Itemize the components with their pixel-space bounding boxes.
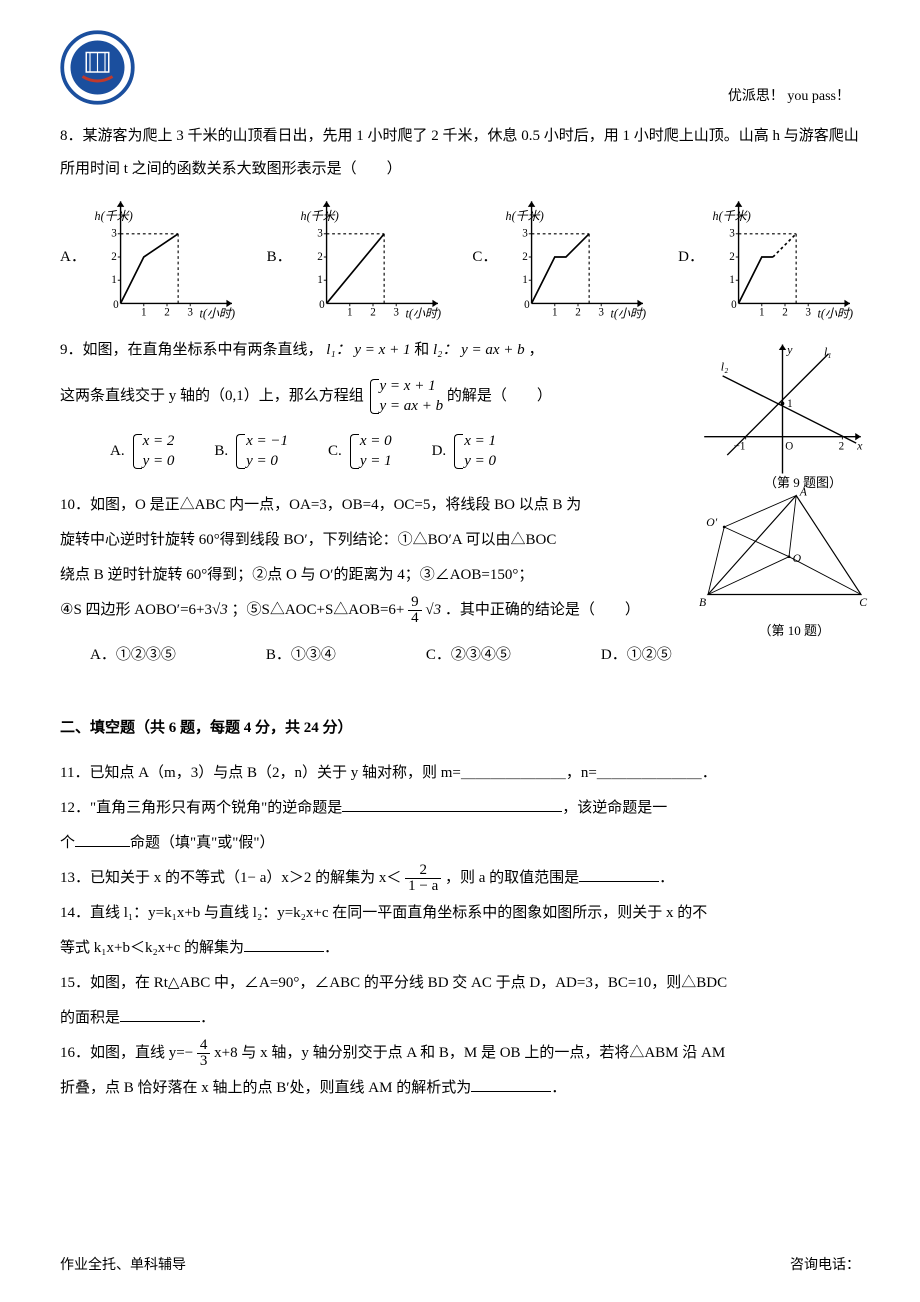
question-15b: 的面积是．	[60, 1002, 860, 1035]
svg-text:2: 2	[111, 251, 117, 263]
question-11: 11．已知点 A（m，3）与点 B（2，n）关于 y 轴对称，则 m=＿＿＿＿＿…	[60, 757, 860, 790]
q8-chart-b: h(千米) t(小时) 0 1 2 3 1 2 3	[298, 192, 448, 322]
svg-text:3: 3	[111, 228, 117, 240]
svg-text:3: 3	[729, 228, 735, 240]
svg-text:l₁: l₁	[824, 345, 832, 359]
question-10: A B C O O′ （第 10 题） 10．如图，O 是正△ABC 内一点，O…	[60, 489, 860, 672]
footer-left: 作业全托、单科辅导	[60, 1254, 186, 1274]
svg-text:2: 2	[729, 251, 735, 263]
svg-text:0: 0	[525, 299, 531, 311]
svg-text:B: B	[699, 596, 706, 609]
svg-text:3: 3	[599, 307, 605, 319]
svg-text:O′: O′	[706, 516, 717, 529]
svg-text:O: O	[785, 441, 793, 453]
svg-text:t(小时): t(小时)	[405, 306, 441, 320]
q8-text: 8．某游客为爬上 3 千米的山顶看日出，先用 1 小时爬了 2 千米，休息 0.…	[60, 120, 860, 186]
svg-text:1: 1	[111, 274, 117, 286]
svg-text:1: 1	[347, 307, 353, 319]
svg-text:A: A	[799, 486, 808, 499]
q10-opt-b: B．①③④	[266, 639, 336, 672]
opt-letter: A．	[60, 241, 86, 274]
svg-text:2: 2	[164, 307, 170, 319]
svg-text:3: 3	[187, 307, 193, 319]
question-9: y x O −1 2 1 l₁ l₂ （第 9 题图） 9．如图，在直角坐标系中…	[60, 334, 860, 471]
question-16a: 16．如图，直线 y=− 43 x+8 与 x 轴，y 轴分别交于点 A 和 B…	[60, 1037, 860, 1070]
svg-text:h(千米): h(千米)	[713, 209, 751, 223]
svg-text:2: 2	[370, 307, 376, 319]
question-14b: 等式 k₁x+b＜k₂x+c 的解集为．	[60, 932, 860, 965]
page-footer: 作业全托、单科辅导 咨询电话：	[60, 1254, 860, 1274]
svg-text:O: O	[793, 552, 802, 565]
q9-chart: y x O −1 2 1 l₁ l₂	[695, 334, 870, 484]
q8-option-c: C． h(千米) t(小时) 0 1 2 3 1 2 3	[472, 192, 653, 322]
q9-opt-c: C. x = 0y = 1	[328, 432, 392, 471]
svg-text:x: x	[856, 439, 863, 453]
question-15a: 15．如图，在 Rt△ABC 中，∠A=90°，∠ABC 的平分线 BD 交 A…	[60, 967, 860, 1000]
svg-text:1: 1	[141, 307, 147, 319]
svg-text:y: y	[786, 343, 793, 357]
svg-text:1: 1	[759, 307, 765, 319]
svg-text:3: 3	[805, 307, 811, 319]
part2-title: 二、填空题（共 6 题，每题 4 分，共 24 分）	[60, 712, 860, 745]
brand-text: 优派思！ you pass！	[728, 85, 850, 105]
opt-letter: C．	[472, 241, 497, 274]
svg-text:1: 1	[317, 274, 323, 286]
question-14a: 14．直线 l₁：y=k₁x+b 与直线 l₂：y=k₂x+c 在同一平面直角坐…	[60, 897, 860, 930]
q8-option-d: D． h(千米) t(小时) 0 1 2 3 1 2 3	[678, 192, 860, 322]
svg-text:0: 0	[319, 299, 325, 311]
q9-opt-b: B. x = −1y = 0	[214, 432, 288, 471]
svg-text:3: 3	[317, 228, 323, 240]
svg-text:0: 0	[113, 299, 119, 311]
q8-chart-d: h(千米) t(小时) 0 1 2 3 1 2 3	[710, 192, 860, 322]
q8-chart-c: h(千米) t(小时) 0 1 2 3 1 2 3	[503, 192, 653, 322]
svg-text:1: 1	[729, 274, 735, 286]
question-12b: 个命题（填"真"或"假"）	[60, 827, 860, 860]
q8-chart-a: h(千米) t(小时) 0 1 2 3 1 2 3	[92, 192, 242, 322]
svg-text:3: 3	[523, 228, 529, 240]
q8-option-a: A． h(千米) t(小时) 0 1 2 3 1 2 3	[60, 192, 242, 322]
q9-opt-d: D. x = 1y = 0	[432, 432, 496, 471]
q8-option-b: B． h(千米) t(小时) 0 1 2 3 1 2 3	[267, 192, 448, 322]
content: 8．某游客为爬上 3 千米的山顶看日出，先用 1 小时爬了 2 千米，休息 0.…	[60, 120, 860, 1105]
svg-text:2: 2	[576, 307, 582, 319]
svg-text:h(千米): h(千米)	[94, 209, 132, 223]
q10-options: A．①②③⑤ B．①③④ C．②③④⑤ D．①②⑤	[90, 639, 860, 672]
q9-opt-a: A. x = 2y = 0	[110, 432, 174, 471]
q10-opt-c: C．②③④⑤	[426, 639, 511, 672]
question-13: 13．已知关于 x 的不等式（1− a）x＞2 的解集为 x＜ 21 − a ，…	[60, 862, 860, 895]
q10-chart: A B C O O′	[690, 484, 870, 624]
svg-text:l₂: l₂	[721, 359, 729, 373]
svg-text:t(小时): t(小时)	[817, 306, 853, 320]
svg-text:2: 2	[317, 251, 323, 263]
svg-text:0: 0	[731, 299, 737, 311]
svg-text:1: 1	[523, 274, 529, 286]
q8-charts-row: A． h(千米) t(小时) 0 1 2 3 1 2 3	[60, 192, 860, 322]
footer-right: 咨询电话：	[790, 1254, 860, 1274]
page-header: 优派思！ you pass！	[60, 30, 860, 110]
svg-text:h(千米): h(千米)	[506, 209, 544, 223]
q10-opt-a: A．①②③⑤	[90, 639, 176, 672]
svg-text:t(小时): t(小时)	[199, 306, 235, 320]
question-12: 12．"直角三角形只有两个锐角"的逆命题是，该逆命题是一	[60, 792, 860, 825]
q10-caption: （第 10 题）	[758, 617, 830, 646]
opt-letter: B．	[267, 241, 292, 274]
svg-text:C: C	[859, 596, 867, 609]
svg-text:3: 3	[393, 307, 399, 319]
question-16b: 折叠，点 B 恰好落在 x 轴上的点 B′处，则直线 AM 的解析式为．	[60, 1072, 860, 1105]
q10-opt-d: D．①②⑤	[601, 639, 672, 672]
opt-letter: D．	[678, 241, 704, 274]
svg-text:t(小时): t(小时)	[611, 306, 647, 320]
svg-text:2: 2	[523, 251, 529, 263]
logo	[60, 30, 135, 110]
svg-text:h(千米): h(千米)	[300, 209, 338, 223]
question-8: 8．某游客为爬上 3 千米的山顶看日出，先用 1 小时爬了 2 千米，休息 0.…	[60, 120, 860, 322]
svg-text:2: 2	[782, 307, 788, 319]
svg-text:2: 2	[839, 441, 845, 453]
svg-text:1: 1	[552, 307, 558, 319]
